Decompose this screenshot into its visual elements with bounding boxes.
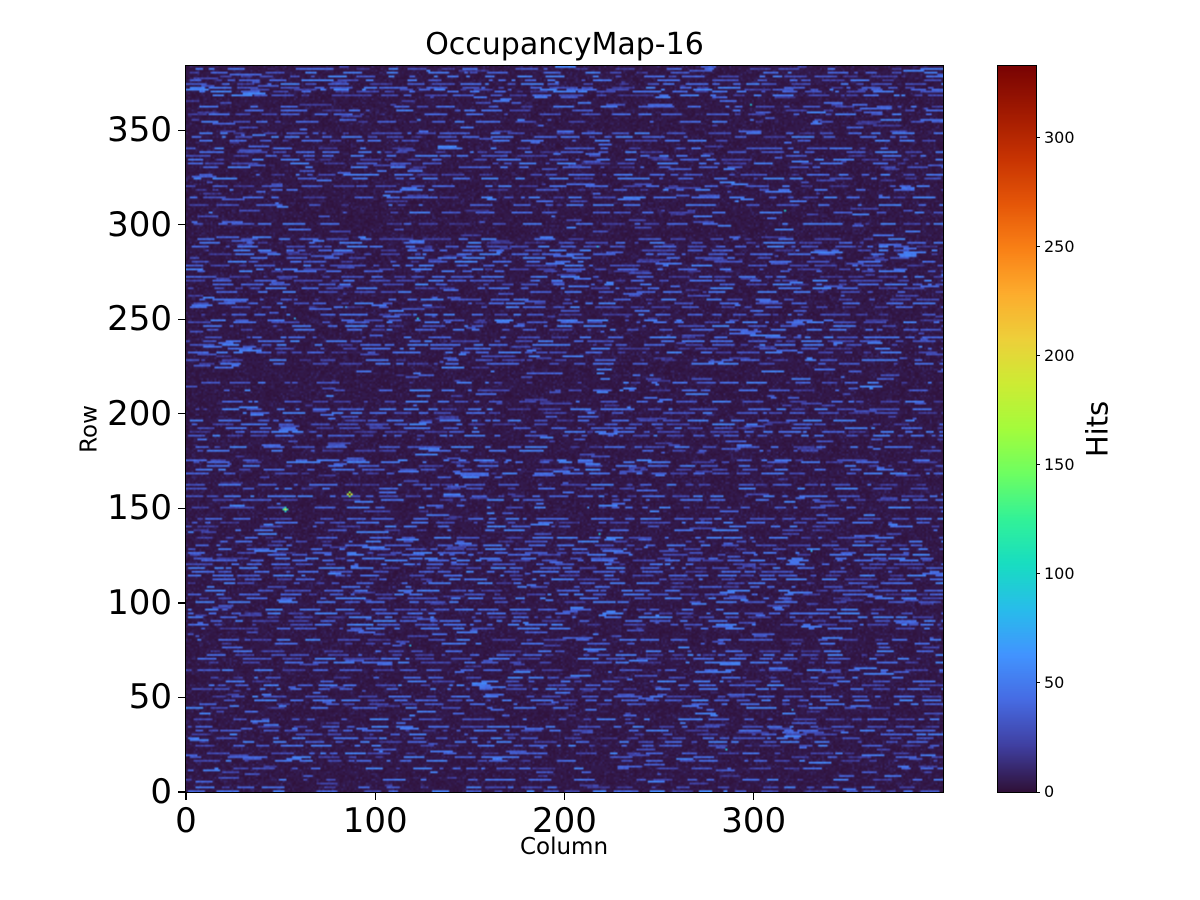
y-tick-mark — [178, 129, 186, 131]
y-tick-mark — [178, 413, 186, 415]
colorbar-gradient — [998, 66, 1036, 792]
colorbar-tick-mark — [1036, 682, 1040, 684]
y-tick-mark — [178, 791, 186, 793]
colorbar-tick-label: 50 — [1044, 672, 1065, 692]
y-tick-label: 250 — [107, 299, 172, 340]
colorbar-tick-label: 200 — [1044, 345, 1075, 365]
plot-title: OccupancyMap-16 — [425, 27, 704, 62]
x-tick-mark — [563, 792, 566, 800]
x-axis-label: Column — [519, 834, 609, 860]
y-tick-label: 0 — [150, 772, 172, 812]
y-tick-label: 100 — [107, 582, 172, 623]
colorbar-tick-label: 150 — [1044, 454, 1075, 474]
colorbar-tick-label: 0 — [1044, 782, 1055, 801]
colorbar-tick-mark — [1036, 137, 1040, 139]
colorbar-tick-mark — [1036, 464, 1040, 466]
colorbar-tick-mark — [1036, 791, 1040, 793]
x-tick-label: 0 — [175, 801, 197, 841]
y-tick-mark — [178, 507, 186, 509]
colorbar-tick-label: 300 — [1044, 127, 1075, 147]
colorbar-label: Hits — [1080, 400, 1115, 458]
heatmap-plot-area — [185, 65, 944, 793]
x-tick-label: 100 — [342, 801, 408, 841]
y-axis-label: Row — [76, 405, 103, 453]
x-tick-mark — [753, 792, 755, 800]
colorbar — [997, 65, 1037, 793]
y-tick-label: 300 — [107, 204, 172, 245]
x-tick-label: 300 — [721, 801, 787, 841]
y-tick-mark — [178, 696, 186, 699]
heatmap-image — [186, 66, 943, 792]
y-tick-label: 150 — [107, 488, 172, 529]
y-tick-mark — [178, 602, 186, 604]
y-tick-label: 350 — [107, 110, 172, 151]
y-tick-mark — [178, 224, 186, 226]
colorbar-tick-mark — [1036, 573, 1040, 575]
colorbar-tick-label: 250 — [1044, 236, 1075, 256]
y-tick-label: 200 — [107, 393, 172, 434]
colorbar-tick-label: 100 — [1044, 563, 1075, 583]
colorbar-tick-mark — [1036, 246, 1040, 248]
x-tick-mark — [374, 792, 376, 800]
x-tick-label: 200 — [532, 801, 597, 841]
x-tick-mark — [185, 792, 187, 800]
y-tick-mark — [178, 318, 186, 320]
y-tick-label: 50 — [128, 677, 172, 718]
colorbar-tick-mark — [1036, 355, 1040, 357]
